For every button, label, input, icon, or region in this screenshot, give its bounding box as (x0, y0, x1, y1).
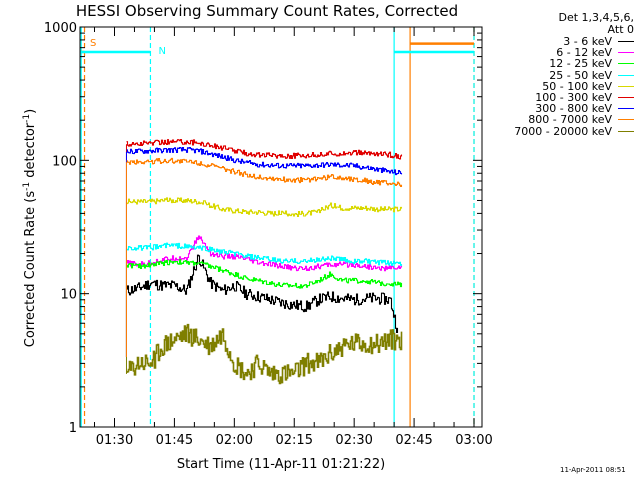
flag-label-0: S (90, 38, 96, 49)
legend-label: 7000 - 20000 keV (514, 124, 612, 138)
y-axis-label-sup1: -1 (22, 182, 32, 191)
legend-rows: 3 - 6 keV 6 - 12 keV 12 - 25 keV 25 - 50 ke… (484, 36, 634, 137)
series-line-0 (126, 254, 399, 334)
flag-label-1: N (158, 46, 165, 57)
legend-item-0: 3 - 6 keV (484, 36, 634, 47)
legend-swatch (618, 85, 634, 87)
series-line-8 (126, 323, 403, 385)
y-axis-label-sup2: -1 (22, 114, 32, 123)
y-axis-label: Corrected Count Rate (s-1 detector-1) (22, 109, 38, 347)
legend-swatch (618, 63, 634, 65)
legend-swatch (618, 119, 634, 121)
y-tick-label-0: 1 (69, 421, 77, 436)
x-tick-label-0: 01:30 (96, 433, 133, 448)
legend-header-line2: Att 0 (607, 23, 634, 36)
plot-area: S N 1 10 100 1000 01:30 01:45 02:00 02:15 02:30 02:… (44, 21, 493, 448)
legend-label: 100 - 300 keV (535, 91, 612, 105)
x-axis-label: Start Time (11-Apr-11 01:21:22) (177, 457, 385, 472)
y-axis-label-end: ) (23, 109, 38, 114)
legend-label: 50 - 100 keV (542, 79, 612, 93)
y-axis-label-main: Corrected Count Rate (s (23, 191, 38, 348)
x-tick-label-4: 02:30 (335, 433, 372, 448)
legend-item-4: 50 - 100 keV (484, 81, 634, 92)
legend-item-2: 12 - 25 keV (484, 58, 634, 69)
legend-label: 25 - 50 keV (549, 68, 612, 82)
legend-label: 3 - 6 keV (563, 35, 612, 49)
legend-swatch (618, 97, 634, 99)
legend-swatch (618, 108, 634, 110)
legend-label: 6 - 12 keV (556, 46, 612, 60)
y-tick-label-2: 100 (52, 154, 77, 169)
timestamp: 11-Apr-2011 08:51 (560, 466, 626, 474)
x-tick-label-2: 02:00 (216, 433, 253, 448)
chart-title: HESSI Observing Summary Count Rates, Cor… (76, 2, 458, 20)
y-tick-label-3: 1000 (44, 21, 77, 36)
y-axis-label-mid: detector (23, 122, 38, 182)
legend-item-6: 300 - 800 keV (484, 103, 634, 114)
legend-header-line1: Det 1,3,4,5,6, (558, 11, 634, 24)
legend-swatch (618, 52, 634, 54)
series-line-5 (126, 139, 403, 160)
x-tick-label-3: 02:15 (276, 433, 313, 448)
legend-item-1: 6 - 12 keV (484, 47, 634, 58)
legend-swatch (618, 74, 634, 76)
legend-label: 800 - 7000 keV (528, 113, 612, 127)
series-line-1 (126, 235, 403, 272)
legend-item-3: 25 - 50 keV (484, 70, 634, 81)
legend-label: 12 - 25 keV (549, 57, 612, 71)
plot-frame (79, 26, 483, 428)
y-tick-label-1: 10 (60, 288, 77, 303)
series-line-4 (126, 197, 403, 217)
legend-item-5: 100 - 300 keV (484, 92, 634, 103)
legend-item-7: 800 - 7000 keV (484, 114, 634, 125)
x-tick-label-1: 01:45 (156, 433, 193, 448)
legend-swatch (618, 130, 634, 132)
legend-swatch (618, 41, 634, 43)
x-tick-label-5: 02:45 (395, 433, 432, 448)
legend-item-8: 7000 - 20000 keV (484, 126, 634, 137)
series-line-3 (126, 242, 403, 266)
series-line-6 (126, 146, 403, 176)
legend: Det 1,3,4,5,6, Att 0 3 - 6 keV 6 - 12 keV… (484, 12, 634, 137)
series-line-7 (126, 157, 403, 187)
x-tick-label-6: 03:00 (455, 433, 492, 448)
legend-label: 300 - 800 keV (535, 102, 612, 116)
series-line-2 (126, 258, 403, 289)
